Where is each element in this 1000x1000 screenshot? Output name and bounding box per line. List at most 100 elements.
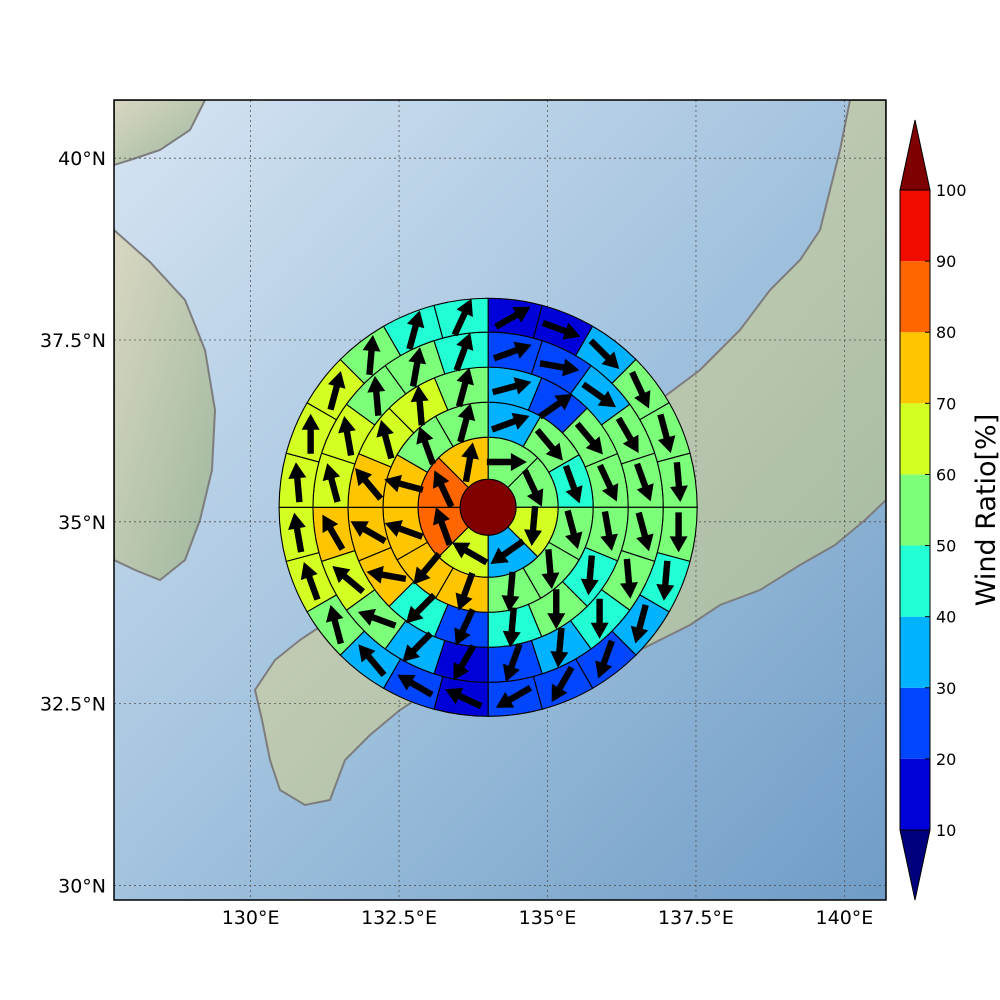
wind-arrow (669, 461, 688, 503)
lat-tick-label: 37.5°N (40, 330, 106, 352)
wind-arrow (405, 592, 437, 624)
colorbar-tick-label: 30 (936, 679, 956, 698)
wind-arrow (362, 334, 381, 376)
wind-arrow (564, 509, 583, 550)
colorbar-bin (900, 474, 930, 546)
colorbar-bin (900, 403, 930, 475)
lon-tick-label: 135°E (519, 907, 577, 929)
wind-arrow (457, 403, 476, 443)
colorbar-extend-max (899, 119, 931, 191)
wind-arrow (433, 507, 453, 546)
wind-arrow (455, 571, 476, 611)
colorbar-ticks: 10 20 30 40 50 60 70 80 90 100 (925, 181, 967, 840)
wind-arrow (595, 639, 615, 679)
wind-arrow (350, 521, 387, 544)
lat-tick-label: 30°N (58, 875, 106, 897)
wind-arrow (657, 413, 676, 454)
wind-arrow (619, 558, 638, 599)
wind-arrow (444, 687, 483, 710)
colorbar-tick-label: 80 (936, 323, 956, 342)
wind-arrow (288, 512, 306, 553)
wind-arrow (562, 464, 583, 504)
wind-arrows (288, 298, 688, 710)
lon-tick-label: 137.5°E (658, 907, 734, 929)
wind-arrow (600, 510, 618, 551)
wind-arrow (367, 375, 386, 416)
wind-arrow (492, 341, 532, 362)
wind-arrow (590, 598, 609, 639)
lon-tick-label: 130°E (222, 907, 280, 929)
colorbar-frame (899, 189, 931, 831)
wind-arrow (491, 377, 532, 396)
lat-tick-label: 40°N (58, 148, 106, 170)
wind-arrow (534, 427, 563, 461)
colorbar-bin (900, 545, 930, 617)
wind-arrow (581, 381, 616, 408)
wind-arrow (455, 367, 474, 408)
wind-arrow (490, 412, 530, 433)
colorbar-tick-label: 60 (936, 465, 956, 484)
wind-arrow (300, 561, 321, 601)
wind-arrow (406, 310, 425, 350)
wind-arrow (551, 665, 575, 703)
wind-arrow (597, 463, 619, 502)
colorbar-tick-label: 10 (936, 821, 956, 840)
colorbar-tick-label: 50 (936, 537, 956, 556)
wind-arrow (413, 551, 442, 585)
wind-arrow (402, 631, 433, 662)
wind-arrow (357, 608, 397, 629)
wind-arrow (354, 468, 384, 501)
wind-arrow (635, 511, 654, 552)
wind-arrow (416, 426, 437, 466)
colorbar-tick-label: 90 (936, 252, 956, 271)
lat-tick-label: 32.5°N (40, 694, 106, 716)
center-core (459, 478, 517, 536)
wind-arrow (539, 358, 580, 377)
colorbar-bin (900, 190, 930, 262)
colorbar-tick-label: 40 (936, 608, 956, 627)
colorbar-tick-label: 70 (936, 394, 956, 413)
wind-arrow (615, 416, 639, 454)
wind-arrow (322, 514, 346, 551)
wind-arrow (538, 393, 573, 420)
colorbar-bin (900, 332, 930, 404)
wind-arrow (629, 370, 651, 409)
wind-arrow (301, 413, 320, 454)
wind-arrow (433, 470, 455, 509)
wind-arrow (397, 674, 434, 698)
wind-arrow (322, 463, 341, 503)
korea-landmass (114, 228, 217, 582)
wind-arrow (384, 474, 424, 493)
lat-tick-labels: 30°N 32.5°N 35°N 37.5°N 40°N (40, 148, 106, 897)
wind-arrow (288, 462, 307, 503)
colorbar-label: Wind Ratio[%] (971, 414, 1000, 606)
wind-arrow (630, 604, 649, 644)
wind-arrow (366, 565, 407, 584)
wind-arrow (451, 298, 473, 337)
map-frame (113, 99, 887, 901)
wind-arrow (634, 462, 654, 502)
colorbar-bin (900, 261, 930, 333)
wind-arrow (547, 589, 566, 630)
wind-arrow (541, 549, 560, 590)
colorbar-bin (900, 687, 930, 759)
wind-arrow (338, 415, 356, 456)
wind-arrow (490, 538, 526, 565)
wind-arrow (541, 319, 581, 340)
wind-arrow (502, 607, 521, 648)
wind-arrow (327, 371, 346, 411)
lat-tick-label: 35°N (58, 512, 106, 534)
colorbar-tick-label: 100 (936, 181, 967, 200)
colorbar-bin (900, 758, 930, 830)
wind-arrow (452, 542, 489, 566)
lon-tick-labels: 130°E 132.5°E 135°E 137.5°E 140°E (222, 907, 874, 929)
wind-arrow (461, 442, 479, 483)
wind-arrow (580, 555, 599, 596)
wind-arrow (588, 338, 620, 370)
colorbar-bin (900, 616, 930, 688)
wind-arrow (524, 505, 543, 546)
wind-arrow (408, 347, 427, 388)
colorbar-extend-min (899, 829, 931, 901)
wind-arrow (502, 643, 523, 682)
